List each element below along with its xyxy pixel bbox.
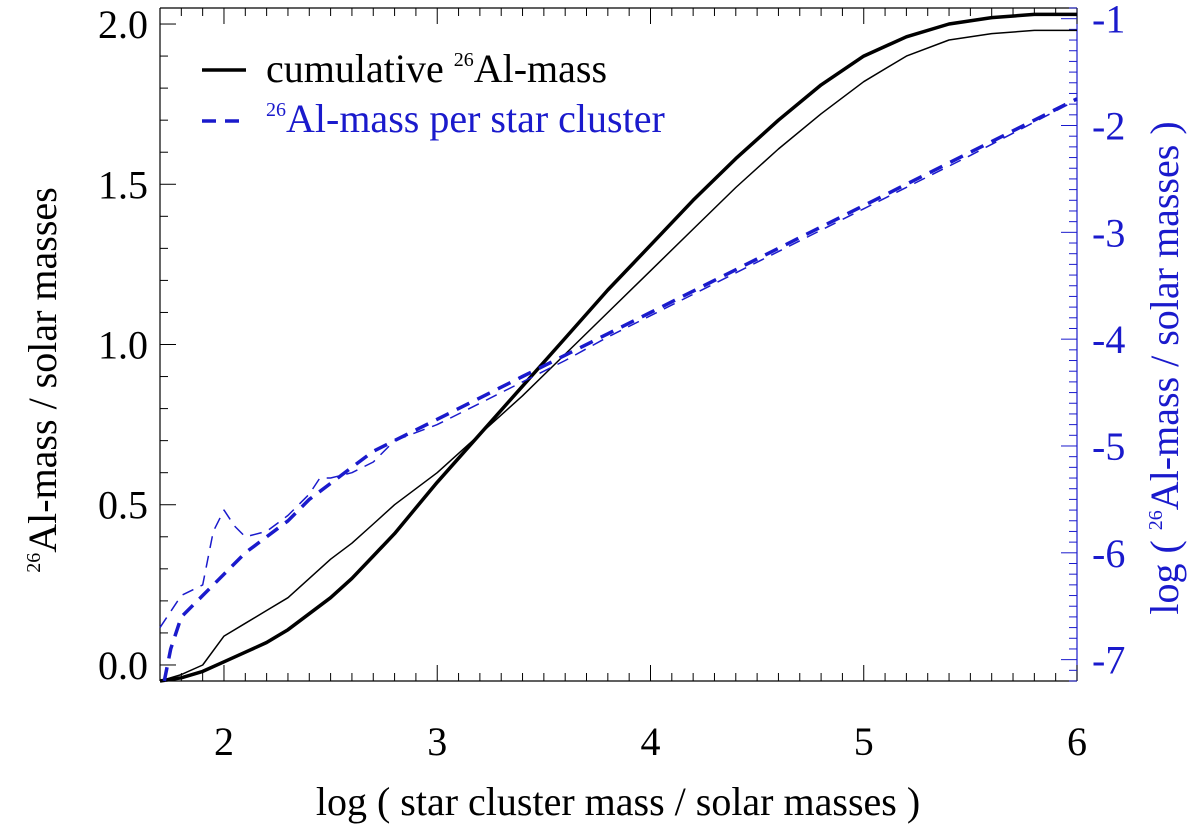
y-axis-right-label-pre: log ( — [1142, 530, 1187, 614]
tick-labels: 2 3 4 5 6 0.0 0.5 1.0 1.5 2.0 -1 -2 -3 -4 -5 -6 -7 — [98, 0, 1125, 764]
y-axis-right-label-sup: 26 — [1145, 510, 1167, 530]
y-right-tick-label: -7 — [1092, 638, 1125, 683]
series-line-1 — [159, 29, 1077, 682]
x-tick-label: 3 — [427, 719, 447, 764]
x-tick-label: 5 — [854, 719, 874, 764]
y-left-tick-label: 1.5 — [98, 162, 148, 207]
y-right-tick-label: -2 — [1092, 104, 1125, 149]
y-left-tick-label: 2.0 — [98, 2, 148, 47]
y-right-tick-label: -3 — [1092, 210, 1125, 255]
y-left-tick-label: 1.0 — [98, 323, 148, 368]
y-axis-left-label-sup: 26 — [23, 553, 45, 573]
y-axis-left-label-text: Al-mass / solar masses — [20, 187, 65, 553]
x-tick-label: 6 — [1067, 719, 1087, 764]
legend-label-cumulative: cumulative 26Al-mass — [266, 46, 607, 91]
series-layer — [159, 12, 1078, 683]
series-line-2 — [162, 97, 1078, 682]
y-axis-right-label-text: Al-mass / solar masses ) — [1142, 121, 1187, 510]
x-tick-label: 2 — [214, 719, 234, 764]
axis-ticks — [159, 7, 1078, 682]
y-right-tick-label: -1 — [1092, 0, 1125, 42]
y-axis-left-label: 26Al-mass / solar masses — [20, 187, 65, 573]
y-right-tick-label: -5 — [1092, 424, 1125, 469]
x-axis-label: log ( star cluster mass / solar masses ) — [316, 779, 920, 824]
x-tick-label: 4 — [640, 719, 660, 764]
y-left-tick-label: 0.5 — [98, 483, 148, 528]
y-axis-right-label: log ( 26Al-mass / solar masses ) — [1142, 121, 1187, 614]
legend-label-per-cluster: 26Al-mass per star cluster — [266, 96, 665, 141]
y-right-tick-label: -4 — [1092, 317, 1125, 362]
legend: cumulative 26Al-mass 26Al-mass per star c… — [202, 46, 665, 141]
y-right-tick-label: -6 — [1092, 531, 1125, 576]
y-left-tick-label: 0.0 — [98, 643, 148, 688]
series-line-3 — [159, 99, 1078, 629]
legend-label-cumulative-text: cumulative — [266, 46, 444, 91]
